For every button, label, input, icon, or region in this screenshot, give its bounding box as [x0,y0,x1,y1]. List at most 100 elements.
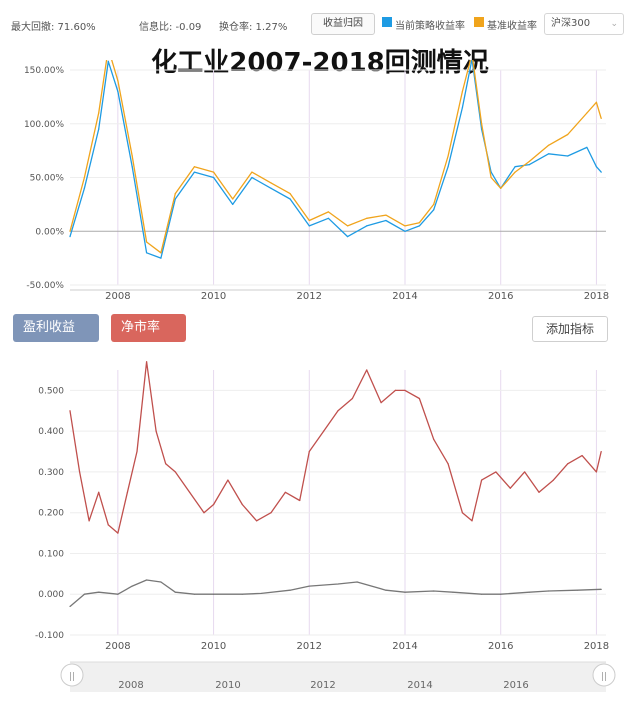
indicator-chart: 2008 2010 2012 2014 2016 2018 0.500 0.400 0.300 0… [35,361,609,652]
series-point [174,471,176,473]
series-point [212,593,215,595]
series-point [337,410,339,412]
range-slider[interactable]: 2008 2010 2012 2014 2016 || || [0,660,640,700]
series-point [500,187,502,189]
series-point [600,450,602,453]
benchmark-legend-swatch[interactable] [474,17,484,27]
series-point [418,222,420,224]
series-point [366,369,368,371]
series-point [98,491,100,493]
series-point [212,171,215,173]
slider-year-label: 2012 [310,680,335,691]
series-point [385,214,387,216]
y-tick-label: 50.00% [30,174,65,184]
series-point [528,160,531,162]
x-tick-label: 2012 [297,291,322,302]
series-point [83,187,85,189]
series-point [160,257,162,259]
returns-attribution-button[interactable]: 收益归因 [311,13,375,35]
series-point [212,503,215,506]
series-point [586,112,588,114]
slider-handle-grip-icon: || [69,672,75,682]
series-point [447,166,449,168]
series-point [131,166,133,168]
series-point [418,397,420,400]
close-icon[interactable]: ✕ [29,348,40,363]
series-point [490,176,492,179]
slider-year-label: 2010 [215,680,240,691]
series-point [98,112,100,114]
series-point [509,487,511,489]
slider-track[interactable] [70,662,606,692]
series-point [404,591,406,593]
series-point [98,128,100,130]
x-tick-label: 2010 [201,291,226,302]
benchmark-select[interactable]: 沪深300 ⌄ [544,13,624,35]
series-point [514,171,516,173]
series-point [83,593,85,595]
series-point [595,471,598,473]
series-point [404,389,406,391]
x-tick-label: 2014 [392,641,417,652]
series-point [241,593,243,595]
series-point [586,146,588,148]
series-point [160,581,162,583]
chevron-down-icon: ⌄ [610,19,618,29]
series-point [327,211,330,213]
series-point [380,402,382,404]
series-point [480,479,483,481]
series-point [212,176,215,179]
y-tick-label: 0.000 [38,590,64,600]
series-point [145,252,148,254]
benchmark-select-value: 沪深300 [551,18,591,29]
slider-right-handle[interactable]: || [592,663,616,687]
series-point [117,80,119,82]
series-point [251,176,253,179]
slider-year-label: 2008 [118,680,143,691]
series-point [567,133,569,136]
close-icon[interactable]: ✕ [127,348,138,363]
series-point [107,524,109,526]
series-point [174,193,176,195]
add-indicator-button[interactable]: 添加指标 [532,316,608,342]
series-point [433,590,435,592]
series-point [404,230,406,232]
series-point [337,583,339,585]
series-point [107,60,109,62]
series-point [232,198,234,200]
series-point [552,479,554,481]
series-point [452,591,454,593]
benchmark-legend-label[interactable]: 基准收益率 [487,21,537,32]
slider-year-label: 2016 [503,680,528,691]
slider-handle-grip-icon: || [601,672,607,682]
x-tick-label: 2018 [584,641,609,652]
series-point [480,123,483,125]
series-point [136,450,138,453]
series-point [528,164,531,166]
series-point [538,491,540,493]
series-point [356,581,358,583]
series-point [289,193,291,195]
series-point [351,397,353,400]
page-title: 化工业2007-2018回测情况 [151,48,489,78]
series-point [289,198,291,200]
strategy-legend-label[interactable]: 当前策略收益率 [395,21,465,32]
strategy-legend-swatch[interactable] [382,17,392,27]
series-point [308,219,310,222]
series-point [289,589,291,591]
indicator-chip-pb-ratio[interactable]: 净市率 ✕ [111,314,186,363]
series-point [227,479,229,481]
x-tick-label: 2012 [297,641,322,652]
slider-left-handle[interactable]: || [60,663,84,687]
series-point [366,217,368,219]
series-point [117,90,119,93]
series-point [193,171,196,173]
series-point [251,171,253,173]
series-point [461,107,464,109]
indicator-chip-earnings-yield[interactable]: 盈利收益 ✕ [13,314,99,363]
series-point [547,144,550,146]
series-point [145,241,148,243]
series-point [160,252,162,254]
x-tick-label: 2016 [488,291,513,302]
series-point [433,438,435,440]
